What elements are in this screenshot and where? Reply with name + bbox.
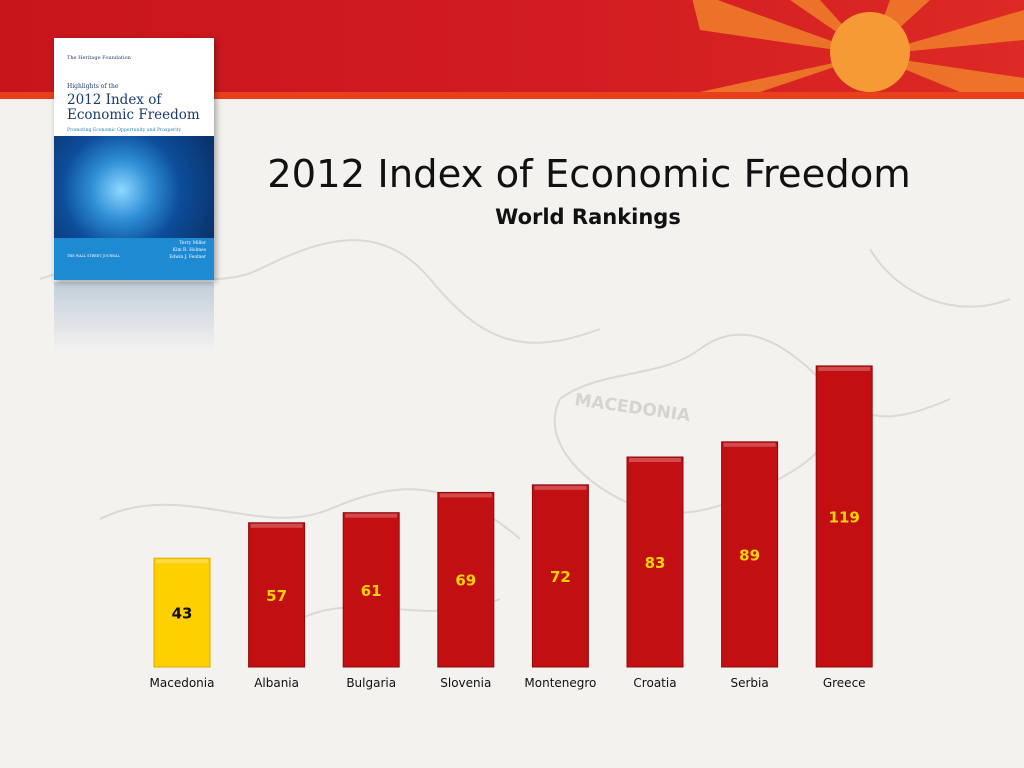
book-publisher-logo: The Heritage Foundation	[67, 55, 131, 61]
bar-montenegro	[531, 484, 589, 668]
bar-highlight-serbia	[723, 442, 776, 447]
sun-rays-icon	[692, 0, 1024, 92]
bar-serbia	[721, 441, 779, 668]
category-label-serbia: Serbia	[730, 676, 768, 690]
book-kicker: Highlights of the	[67, 83, 119, 90]
category-label-bulgaria: Bulgaria	[346, 676, 396, 690]
bar-highlight-macedonia	[156, 559, 208, 564]
bar-macedonia	[153, 557, 211, 668]
bar-highlight-greece	[818, 366, 871, 371]
category-label-albania: Albania	[254, 676, 299, 690]
chart-value-labels: 43 57 61 69 72 83 89 119	[172, 508, 860, 622]
book-reflection	[54, 282, 214, 352]
value-label-montenegro: 72	[550, 568, 571, 586]
book-tagline: Promoting Economic Opportunity and Prosp…	[67, 128, 182, 133]
bar-highlight-slovenia	[439, 493, 492, 498]
bar-highlight-albania	[250, 523, 303, 528]
banner-stripe	[0, 92, 1024, 99]
value-label-greece: 119	[829, 508, 860, 526]
value-label-macedonia: 43	[172, 605, 193, 623]
book-authors: Terry Miller Kim R. Holmes Edwin J. Feul…	[169, 241, 206, 260]
book-title: 2012 Index of Economic Freedom	[67, 92, 200, 123]
bar-highlight-bulgaria	[345, 513, 398, 518]
value-label-albania: 57	[266, 587, 287, 605]
book-co-publisher: THE WALL STREET JOURNAL	[67, 254, 120, 258]
value-label-croatia: 83	[645, 554, 666, 572]
book-cover-band	[54, 238, 214, 280]
chart-bars	[153, 365, 873, 668]
chart-category-labels: Macedonia Albania Bulgaria Slovenia Monteneg…	[150, 676, 866, 690]
value-label-slovenia: 69	[455, 572, 476, 590]
slide-title: 2012 Index of Economic Freedom	[267, 152, 911, 197]
category-label-croatia: Croatia	[633, 676, 676, 690]
category-label-montenegro: Montenegro	[524, 676, 596, 690]
category-label-slovenia: Slovenia	[440, 676, 491, 690]
book-cover-image: The Heritage Foundation Highlights of th…	[54, 38, 214, 280]
globe-icon	[54, 136, 214, 240]
category-label-greece: Greece	[823, 676, 866, 690]
bar-croatia	[626, 456, 684, 668]
category-label-macedonia: Macedonia	[150, 676, 215, 690]
bar-highlight-croatia	[629, 458, 681, 463]
bar-highlight-montenegro	[534, 485, 587, 490]
slide-subtitle: World Rankings	[495, 205, 681, 229]
bar-albania	[248, 522, 306, 668]
bar-slovenia	[437, 491, 495, 668]
value-label-serbia: 89	[739, 546, 760, 564]
bar-bulgaria	[342, 512, 400, 668]
bar-greece	[815, 365, 873, 668]
value-label-bulgaria: 61	[361, 582, 382, 600]
